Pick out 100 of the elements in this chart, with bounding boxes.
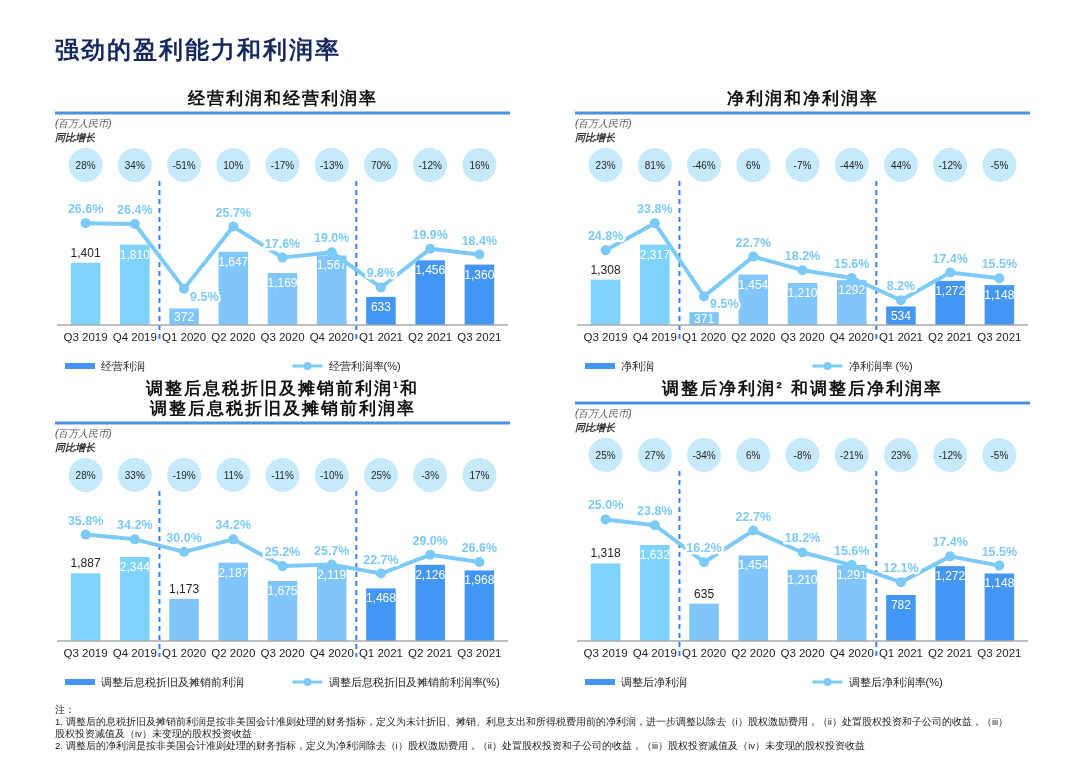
- x-tick-label: Q3 2019: [583, 331, 628, 343]
- bar: [738, 555, 769, 641]
- x-tick-label: Q4 2019: [112, 647, 157, 659]
- bar: [689, 603, 719, 641]
- legend-label: 调整后息税折旧及摊销前利润: [101, 676, 244, 688]
- legend-label: 经营利润: [101, 360, 145, 372]
- bar: [415, 564, 445, 641]
- x-tick-label: Q3 2020: [260, 331, 305, 343]
- data-label: 2,119: [317, 568, 347, 583]
- bar: [590, 279, 621, 325]
- data-label: 2,317: [639, 247, 671, 262]
- data-label: 1,968: [464, 573, 495, 588]
- x-tick-label: Q3 2019: [63, 331, 108, 343]
- data-label: 26.6%: [461, 540, 498, 555]
- x-tick-label: Q1 2020: [681, 647, 727, 659]
- data-label: 25.7%: [215, 205, 251, 220]
- text: (百万人民币): [55, 428, 112, 439]
- bar: [590, 563, 621, 641]
- data-label: 1,887: [70, 556, 101, 571]
- legend-label: 净利润率 (%): [848, 360, 913, 372]
- data-label: 29.0%: [412, 533, 448, 548]
- text: 强劲的盈利能力和利润率: [55, 36, 341, 63]
- text: -46%: [692, 160, 716, 171]
- data-label: 17.6%: [264, 236, 301, 251]
- data-label: 1,401: [70, 245, 101, 260]
- text: 27%: [644, 450, 665, 461]
- text: 23%: [595, 160, 616, 171]
- text: 11%: [223, 470, 244, 481]
- data-label: 1,308: [590, 262, 621, 277]
- data-label: 33.8%: [637, 202, 673, 217]
- chart-title: 经营利润和经营利润率: [186, 89, 378, 108]
- data-label: 1,456: [415, 263, 446, 278]
- x-tick-label: Q3 2020: [780, 331, 825, 343]
- data-label: 26.4%: [117, 202, 153, 217]
- data-label: 30.0%: [166, 530, 202, 545]
- x-tick-label: Q2 2021: [928, 647, 973, 659]
- data-label: 9.8%: [366, 266, 396, 281]
- data-label: 534: [890, 309, 912, 324]
- bar: [640, 545, 670, 641]
- bar: [218, 562, 249, 641]
- x-tick-label: Q1 2020: [681, 331, 727, 343]
- data-label: 633: [370, 299, 392, 314]
- data-label: 1,810: [119, 247, 151, 262]
- data-label: 17.4%: [932, 535, 968, 550]
- data-label: 22.7%: [735, 509, 771, 524]
- data-label: 372: [174, 310, 195, 325]
- data-label: 18.2%: [784, 531, 821, 546]
- legend-label: 经营利润率(%): [328, 360, 401, 372]
- data-label: 34.2%: [117, 518, 153, 533]
- text: -7%: [793, 160, 812, 171]
- text: 81%: [644, 160, 665, 171]
- text: 25%: [370, 470, 392, 481]
- text: 33%: [124, 470, 145, 481]
- x-tick-label: Q4 2020: [829, 331, 874, 343]
- data-label: 26.6%: [67, 202, 104, 217]
- data-label: 1,454: [738, 277, 769, 292]
- text: -19%: [172, 470, 196, 481]
- x-tick-label: Q3 2021: [457, 647, 502, 659]
- bar: [169, 598, 199, 641]
- text: 28%: [75, 470, 96, 481]
- data-label: 1,272: [935, 283, 966, 298]
- data-label: 15.6%: [834, 544, 870, 559]
- text: (百万人民币): [575, 408, 632, 419]
- data-label: 12.1%: [883, 561, 919, 576]
- data-label: 635: [694, 586, 715, 601]
- x-tick-label: Q1 2021: [878, 331, 924, 343]
- text: (百万人民币): [55, 118, 112, 129]
- text: -10%: [320, 470, 344, 481]
- data-label: 25.2%: [264, 545, 301, 560]
- text: -34%: [692, 450, 716, 461]
- text: 17%: [469, 470, 490, 481]
- text: -12%: [938, 450, 962, 461]
- data-label: 1,173: [169, 581, 200, 596]
- x-tick-label: Q4 2020: [309, 647, 354, 659]
- data-label: 1,210: [787, 572, 818, 587]
- x-tick-label: Q1 2021: [358, 331, 404, 343]
- data-label: 18.2%: [784, 249, 821, 264]
- bar: [70, 573, 101, 641]
- x-tick-label: Q3 2020: [260, 647, 305, 659]
- data-label: 1,632: [639, 548, 671, 562]
- data-label: 35.8%: [67, 513, 104, 528]
- data-label: 1,360: [464, 267, 495, 282]
- data-label: 19.0%: [314, 231, 350, 246]
- x-tick-label: Q1 2021: [358, 647, 404, 659]
- data-label: 18.4%: [461, 233, 498, 248]
- bar: [935, 566, 965, 641]
- x-tick-label: Q2 2021: [408, 331, 453, 343]
- text: -5%: [990, 450, 1009, 461]
- legend-label: 调整后净利润: [621, 676, 687, 688]
- x-tick-label: Q4 2019: [112, 331, 157, 343]
- legend-label: 调整后息税折旧及摊销前利润率(%): [328, 676, 500, 688]
- x-tick-label: Q3 2019: [583, 647, 628, 659]
- data-label: 1292: [838, 283, 866, 298]
- data-label: 25.0%: [587, 498, 624, 513]
- bar: [415, 260, 445, 325]
- data-label: 782: [890, 598, 912, 612]
- text: -3%: [421, 470, 440, 481]
- chart-title: 调整后净利润² 和调整后净利润率: [661, 379, 943, 398]
- x-tick-label: Q3 2021: [977, 331, 1022, 343]
- data-label: 1,318: [590, 546, 621, 561]
